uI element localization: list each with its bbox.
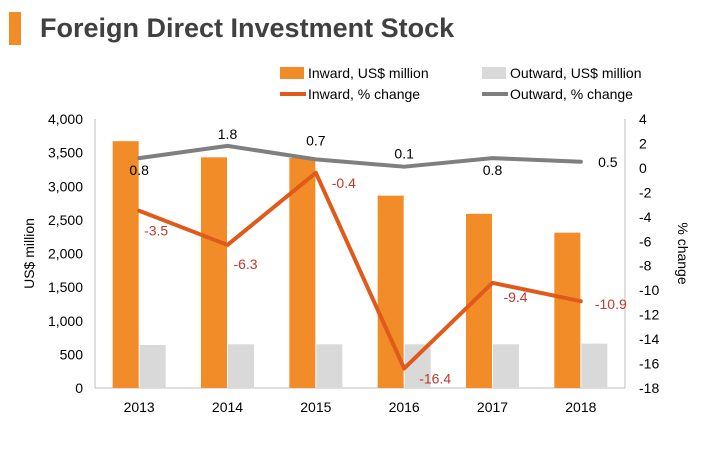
inward-pct-label: -6.3	[233, 256, 257, 272]
y-tick-label: 0	[75, 380, 83, 396]
inward-bar	[554, 232, 581, 388]
lines	[137, 143, 583, 371]
y-tick-label: 1,500	[48, 279, 83, 295]
y-tick-label: 3,000	[48, 178, 83, 194]
outward-pct-label: 0.7	[306, 132, 326, 148]
outward-bar	[581, 343, 608, 388]
y-axis-title: US$ million	[21, 218, 37, 289]
inward-bar	[201, 157, 227, 388]
axes: 0 500 1,000 1,500 2,000 2,500 3,000 3,500 4,000 -…	[21, 111, 691, 415]
outward-bar	[228, 344, 254, 388]
inward-pct-label: -9.4	[503, 289, 527, 305]
y2-axis-title: % change	[675, 222, 691, 284]
y2-tick-label: 0	[639, 160, 647, 176]
y2-tick-label: -14	[639, 331, 659, 347]
inward-bar	[466, 213, 492, 388]
legend-swatch	[482, 67, 506, 79]
y-tick-label: 2,000	[48, 246, 83, 262]
y-tick-label: 2,500	[48, 212, 83, 228]
inward-pct-label: -16.4	[419, 370, 451, 386]
x-tick-label: 2016	[389, 399, 420, 415]
y2-tick-label: -6	[639, 233, 652, 249]
y2-tick-label: -4	[639, 209, 652, 225]
bars	[112, 141, 608, 388]
y-tick-label: 1,000	[48, 313, 83, 329]
chart-title: Foreign Direct Investment Stock	[40, 13, 455, 43]
outward-bar	[316, 344, 343, 388]
title-accent-bar	[9, 12, 21, 45]
x-tick-label: 2017	[477, 399, 508, 415]
y2-tick-label: -2	[639, 184, 652, 200]
inward-pct-label: -3.5	[144, 223, 168, 239]
x-tick-label: 2014	[212, 399, 243, 415]
y-tick-label: 500	[60, 346, 84, 362]
inward-pct-label: -10.9	[595, 296, 627, 312]
y2-tick-label: -12	[639, 307, 659, 323]
inward-pct-label: -0.4	[332, 175, 356, 191]
x-tick-label: 2018	[565, 399, 596, 415]
outward-pct-label: 0.5	[598, 154, 618, 170]
outward-pct-line	[137, 143, 583, 169]
legend-label: Outward, US$ million	[510, 65, 642, 81]
y2-tick-label: -8	[639, 258, 652, 274]
outward-pct-label: 1.8	[218, 126, 238, 142]
y2-tick-label: 4	[639, 111, 647, 127]
legend-label: Inward, % change	[308, 86, 420, 102]
outward-pct-label: 0.1	[394, 146, 414, 162]
y2-tick-label: -10	[639, 282, 659, 298]
x-tick-label: 2013	[124, 399, 155, 415]
inward-pct-line	[137, 170, 583, 371]
y2-tick-label: 2	[639, 135, 647, 151]
data-labels: 0.8 1.8 0.7 0.1 0.8 0.5 -3.5 -6.3 -0.4 -16.4 -9.4 -…	[129, 126, 627, 387]
legend-label: Inward, US$ million	[308, 65, 429, 81]
outward-pct-label: 0.8	[483, 162, 503, 178]
legend-label: Outward, % change	[510, 86, 633, 102]
legend-swatch	[280, 67, 304, 79]
inward-bar	[289, 158, 316, 388]
y-tick-label: 4,000	[48, 111, 83, 127]
y2-tick-label: -18	[639, 380, 659, 396]
outward-bar	[139, 344, 166, 388]
y2-tick-label: -16	[639, 356, 659, 372]
inward-bar	[112, 141, 139, 388]
x-tick-label: 2015	[300, 399, 331, 415]
outward-pct-label: 0.8	[129, 162, 149, 178]
legend: Inward, US$ million Outward, US$ million I…	[280, 65, 642, 102]
y-tick-label: 3,500	[48, 145, 83, 161]
outward-bar	[493, 344, 519, 388]
